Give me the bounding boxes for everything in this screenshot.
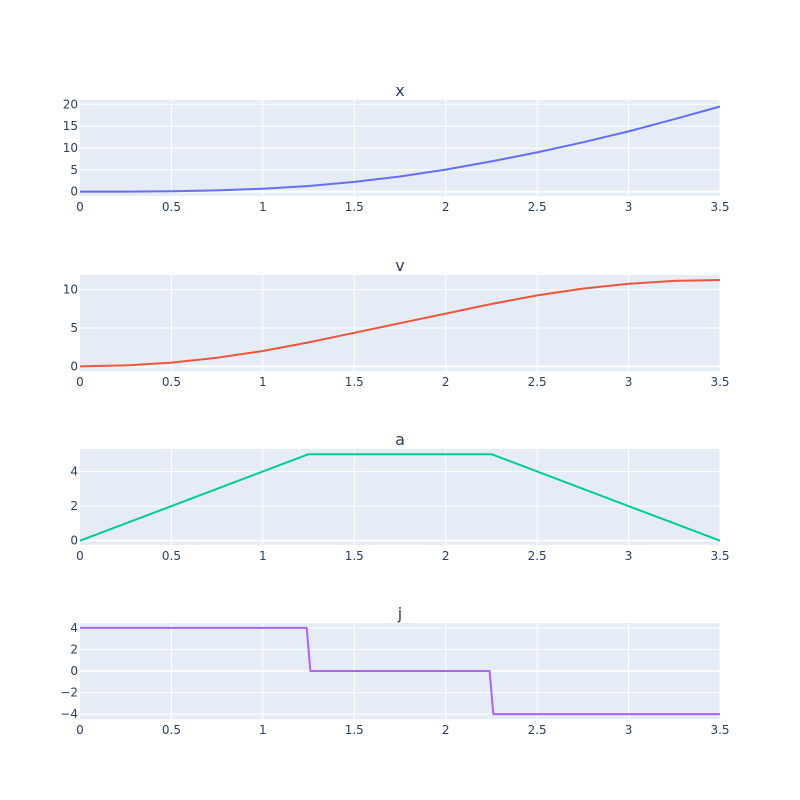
y-tick-label: 20 (63, 97, 78, 111)
x-tick-label: 3.5 (710, 549, 729, 563)
x-tick-label: 2.5 (528, 549, 547, 563)
subplot-2: 0 0.5 1 1.5 2 2.5 3 3.5 0 5 10 v (63, 256, 730, 389)
x-tick-label: 0 (76, 723, 84, 737)
y-tick-label: 0 (70, 359, 78, 373)
x-tick-label: 0.5 (162, 375, 181, 389)
series-line (79, 453, 721, 542)
series-line (80, 626, 720, 716)
y-tick-label: 2 (70, 642, 78, 656)
x-tick-label: 3.5 (710, 375, 729, 389)
y-tick-label: 4 (70, 464, 78, 478)
y-tick-label: 0 (70, 185, 78, 199)
y-tick-label: 15 (63, 119, 78, 133)
x-tick-label: 2.5 (528, 375, 547, 389)
x-tick-label: 0 (76, 375, 84, 389)
x-tick-label: 0.5 (162, 200, 181, 214)
subplot-title: x (395, 81, 404, 100)
y-tick-label: 5 (70, 163, 78, 177)
x-tick-label: 3 (625, 549, 633, 563)
series-line (79, 279, 721, 368)
y-tick-label: 2 (70, 499, 78, 513)
x-tick-label: 0 (76, 200, 84, 214)
x-tick-label: 1 (259, 375, 267, 389)
subplot-title: j (397, 604, 402, 623)
x-tick-label: 1.5 (345, 549, 364, 563)
x-tick-label: 2 (442, 723, 450, 737)
x-tick-label: 2 (442, 549, 450, 563)
x-tick-label: 3 (625, 200, 633, 214)
subplot-title: a (395, 430, 405, 449)
plot-area (80, 449, 720, 545)
x-tick-label: 2 (442, 375, 450, 389)
subplot-1: 0 0.5 1 1.5 2 2.5 3 3.5 0 5 10 15 20 x (63, 81, 730, 214)
y-tick-label: 0 (70, 534, 78, 548)
y-tick-label: 4 (70, 621, 78, 635)
x-tick-label: 3.5 (710, 200, 729, 214)
y-tick-label: 5 (70, 321, 78, 335)
subplot-4: 0 0.5 1 1.5 2 2.5 3 3.5 4 2 0 −2 −4 j (60, 604, 729, 737)
x-tick-label: 3 (625, 723, 633, 737)
x-tick-label: 1 (259, 549, 267, 563)
subplot-title: v (395, 256, 404, 275)
x-tick-label: 0.5 (162, 723, 181, 737)
x-tick-label: 2.5 (528, 200, 547, 214)
x-tick-label: 1 (259, 723, 267, 737)
y-tick-label: 10 (63, 283, 78, 297)
x-tick-label: 1.5 (345, 375, 364, 389)
y-tick-label: 10 (63, 141, 78, 155)
x-tick-label: 3 (625, 375, 633, 389)
x-tick-label: 1.5 (345, 200, 364, 214)
x-tick-label: 1.5 (345, 723, 364, 737)
x-tick-label: 3.5 (710, 723, 729, 737)
y-tick-label: −2 (60, 686, 78, 700)
x-tick-label: 0 (76, 549, 84, 563)
x-tick-label: 2.5 (528, 723, 547, 737)
series-line (80, 105, 721, 193)
x-tick-label: 2 (442, 200, 450, 214)
subplot-3: 0 0.5 1 1.5 2 2.5 3 3.5 0 2 4 a (70, 430, 729, 563)
x-tick-label: 0.5 (162, 549, 181, 563)
y-tick-label: −4 (60, 707, 78, 721)
y-tick-label: 0 (70, 664, 78, 678)
x-tick-label: 1 (259, 200, 267, 214)
